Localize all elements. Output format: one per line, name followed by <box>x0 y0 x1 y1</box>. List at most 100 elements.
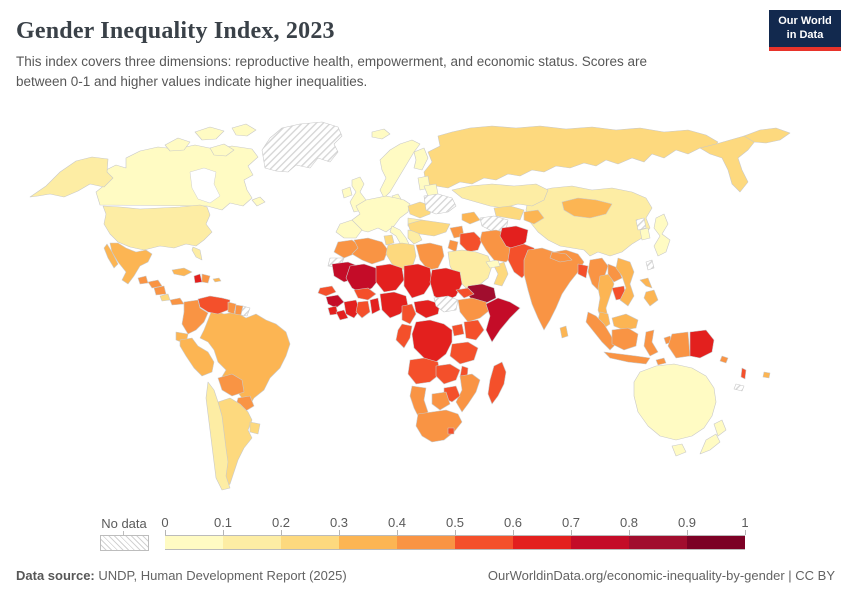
country-niger[interactable] <box>375 263 405 293</box>
legend-bin[interactable] <box>223 535 281 550</box>
country-uganda[interactable] <box>451 323 465 337</box>
country-turkey[interactable] <box>407 219 451 237</box>
country-newfoundland[interactable] <box>251 196 266 207</box>
country-philippines-luzon[interactable] <box>639 277 653 289</box>
country-chad[interactable] <box>403 263 433 299</box>
country-vanuatu[interactable] <box>740 367 747 380</box>
legend-bin[interactable] <box>687 535 745 550</box>
country-ireland[interactable] <box>341 186 353 199</box>
legend-bin[interactable] <box>571 535 629 550</box>
country-canada[interactable] <box>95 144 259 211</box>
country-lesotho[interactable] <box>447 427 455 435</box>
country-mali[interactable] <box>345 263 381 295</box>
owid-url-license[interactable]: OurWorldinData.org/economic-inequality-b… <box>487 568 835 583</box>
country-indonesia-kalimantan[interactable] <box>611 327 639 351</box>
legend-bin[interactable] <box>629 535 687 550</box>
country-tanzania[interactable] <box>449 341 479 365</box>
country-angola[interactable] <box>407 357 441 385</box>
legend-bin[interactable] <box>513 535 571 550</box>
country-mexico[interactable] <box>109 242 153 285</box>
country-tasmania[interactable] <box>671 443 687 457</box>
country-colombia[interactable] <box>181 299 209 335</box>
legend-bin[interactable] <box>165 535 223 550</box>
country-japan[interactable] <box>653 213 671 257</box>
country-bangladesh[interactable] <box>577 263 589 279</box>
country-united-states[interactable] <box>102 204 213 251</box>
country-vietnam[interactable] <box>615 257 635 307</box>
country-russia-far-east[interactable] <box>699 135 757 193</box>
country-new-zealand-north[interactable] <box>713 419 727 437</box>
country-jordan[interactable] <box>447 239 459 253</box>
owid-logo[interactable]: Our World in Data <box>769 10 841 51</box>
country-french-guiana-nodata[interactable] <box>240 305 251 317</box>
country-usa-florida[interactable] <box>191 246 203 261</box>
country-algeria[interactable] <box>351 237 389 265</box>
country-new-caledonia-nodata[interactable] <box>733 383 745 392</box>
country-liberia[interactable] <box>335 309 349 321</box>
legend-color-bar[interactable] <box>165 535 745 550</box>
country-uae[interactable] <box>485 259 501 269</box>
country-cote-divoire[interactable] <box>343 299 361 319</box>
country-ghana[interactable] <box>355 300 371 319</box>
country-sri-lanka[interactable] <box>559 325 569 339</box>
country-india[interactable] <box>523 247 585 331</box>
legend-bin[interactable] <box>281 535 339 550</box>
country-costa-rica[interactable] <box>159 293 171 302</box>
country-nicaragua[interactable] <box>153 285 167 296</box>
country-haiti[interactable] <box>193 273 203 284</box>
country-south-africa[interactable] <box>415 409 463 443</box>
country-panama[interactable] <box>169 297 185 306</box>
country-finland[interactable] <box>413 147 429 171</box>
country-arctic-island[interactable] <box>231 123 257 137</box>
country-uzbekistan[interactable] <box>493 205 525 221</box>
country-indonesia-java[interactable] <box>603 351 651 365</box>
country-mexico-baja[interactable] <box>103 243 119 269</box>
country-indonesia-sulawesi[interactable] <box>643 329 659 357</box>
country-mozambique[interactable] <box>455 373 481 413</box>
country-nepal[interactable] <box>549 251 573 263</box>
country-south-sudan-nodata[interactable] <box>433 295 459 313</box>
country-alaska[interactable] <box>29 156 114 198</box>
country-fiji[interactable] <box>762 371 771 379</box>
country-sudan[interactable] <box>429 267 463 303</box>
country-botswana[interactable] <box>431 391 451 411</box>
country-china[interactable] <box>525 185 653 257</box>
country-australia[interactable] <box>633 363 717 441</box>
country-malaysia-borneo[interactable] <box>611 313 639 331</box>
country-central-african-republic[interactable] <box>413 299 441 319</box>
country-ethiopia[interactable] <box>457 297 491 323</box>
country-ukraine-nodata[interactable] <box>423 193 457 215</box>
country-oman[interactable] <box>493 261 509 287</box>
country-togo-benin[interactable] <box>369 297 381 315</box>
legend-bin[interactable] <box>339 535 397 550</box>
country-cameroon[interactable] <box>401 303 417 325</box>
country-indonesia-papua[interactable] <box>667 331 691 359</box>
country-kyrgyzstan-tajikistan[interactable] <box>523 209 545 225</box>
country-guyana[interactable] <box>227 301 237 315</box>
country-mongolia[interactable] <box>561 197 613 219</box>
country-iceland[interactable] <box>371 128 391 140</box>
country-zambia[interactable] <box>435 363 461 385</box>
country-chile[interactable] <box>205 381 231 491</box>
country-dr-congo[interactable] <box>411 319 453 363</box>
country-honduras[interactable] <box>147 279 163 289</box>
country-arctic-island[interactable] <box>194 126 225 141</box>
country-dominican-republic[interactable] <box>201 273 211 284</box>
country-russia[interactable] <box>423 125 719 189</box>
legend-bin[interactable] <box>397 535 455 550</box>
country-madagascar[interactable] <box>487 361 507 405</box>
country-senegal[interactable] <box>317 285 337 297</box>
legend-bin[interactable] <box>455 535 513 550</box>
country-taiwan-nodata[interactable] <box>645 259 655 271</box>
country-puerto-rico[interactable] <box>212 277 222 283</box>
country-iraq[interactable] <box>459 231 483 253</box>
country-congo-gabon[interactable] <box>395 323 413 349</box>
country-philippines-south[interactable] <box>643 289 659 307</box>
country-guatemala[interactable] <box>137 275 149 285</box>
country-solomon-islands[interactable] <box>719 355 729 364</box>
country-kazakhstan[interactable] <box>451 183 549 209</box>
country-arctic-island[interactable] <box>209 143 235 157</box>
country-papua-new-guinea[interactable] <box>689 329 715 359</box>
country-caucasus[interactable] <box>461 211 481 225</box>
country-spain-portugal[interactable] <box>335 219 363 239</box>
